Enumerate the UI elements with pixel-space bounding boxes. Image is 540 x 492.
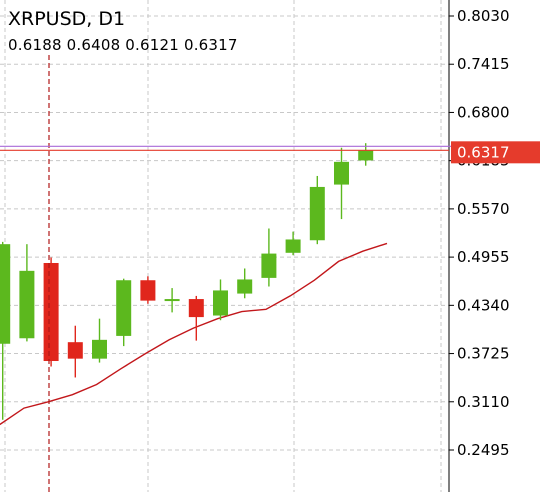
grid-layer — [0, 0, 450, 492]
candle-body — [188, 299, 204, 318]
candle-body — [116, 280, 132, 336]
candle-body — [67, 342, 83, 359]
candle-body — [0, 244, 11, 344]
candle-body — [164, 299, 180, 302]
candle-body — [92, 339, 107, 359]
candle-body — [19, 270, 35, 339]
candle-body — [334, 161, 349, 185]
candle-body — [309, 186, 325, 241]
candle-body — [358, 150, 374, 161]
axis-tick-label: 0.3725 — [457, 345, 510, 363]
axis-tick-label: 0.5570 — [457, 200, 510, 218]
axis-tick-label: 0.6800 — [457, 103, 510, 121]
candles-layer — [0, 143, 374, 420]
current-price-lines — [0, 145, 540, 151]
price-axis: 0.80300.74150.68000.61850.55700.49550.43… — [449, 7, 540, 459]
ohlc-values: 0.6188 0.6408 0.6121 0.6317 — [8, 36, 238, 54]
axis-tick-label: 0.3110 — [457, 393, 510, 411]
symbol-timeframe-label: XRPUSD, D1 — [8, 8, 126, 30]
current-price-tag — [451, 141, 540, 164]
candle-body — [43, 262, 59, 362]
candle-body — [237, 279, 253, 294]
axis-tick-label: 0.8030 — [457, 7, 510, 25]
candle-body — [285, 239, 301, 253]
axis-tick-label: 0.7415 — [457, 55, 510, 73]
candle-body — [213, 290, 228, 316]
axis-tick-label: 0.2495 — [457, 441, 510, 459]
candle-body — [140, 280, 156, 301]
moving-average-line — [0, 242, 388, 426]
moving-average-layer — [0, 242, 388, 426]
axis-tick-label: 0.4340 — [457, 296, 510, 314]
axis-tick-label: 0.4955 — [457, 248, 510, 266]
candle-body — [261, 253, 277, 278]
current-price-label: 0.6317 — [457, 143, 510, 161]
